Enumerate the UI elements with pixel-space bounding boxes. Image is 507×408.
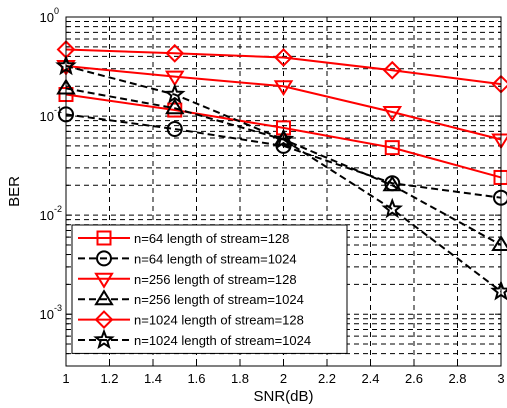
data-point bbox=[274, 48, 293, 67]
x-tick-label: 2 bbox=[280, 371, 287, 386]
y-tick-exponent: -1 bbox=[54, 105, 62, 115]
x-tick-label: 2.4 bbox=[361, 371, 379, 386]
y-tick-label: 10 0 bbox=[40, 6, 59, 25]
x-tick-label: 1 bbox=[62, 371, 69, 386]
y-tick-base: 10 bbox=[40, 10, 54, 25]
y-axis-title: BER bbox=[6, 176, 23, 207]
x-tick-label: 1.4 bbox=[144, 371, 162, 386]
data-point bbox=[272, 128, 295, 149]
legend-marker bbox=[96, 250, 112, 267]
data-point bbox=[382, 175, 403, 192]
data-point bbox=[381, 197, 404, 219]
plot-frame bbox=[65, 16, 502, 367]
series-line bbox=[65, 93, 502, 179]
y-tick-label: 10 -2 bbox=[40, 204, 62, 223]
series-line bbox=[65, 65, 502, 141]
series-line bbox=[65, 87, 502, 246]
data-point bbox=[384, 140, 400, 156]
legend-box bbox=[71, 224, 348, 354]
x-tick-label: 1.6 bbox=[187, 371, 205, 386]
x-tick-label: 2.2 bbox=[318, 371, 336, 386]
legend-entry: n=64 length of stream=128 bbox=[78, 230, 289, 246]
series-line bbox=[65, 48, 502, 86]
legend-marker bbox=[94, 289, 114, 306]
data-point bbox=[164, 98, 185, 115]
x-tick-label: 1.8 bbox=[231, 371, 249, 386]
data-point bbox=[163, 83, 186, 104]
legend-entry: n=1024 length of stream=1024 bbox=[78, 328, 311, 350]
legend-marker bbox=[96, 230, 112, 246]
legend-label: n=1024 length of stream=1024 bbox=[134, 333, 311, 348]
legend-label: n=64 length of stream=1024 bbox=[134, 251, 297, 266]
y-tick-base: 10 bbox=[40, 109, 54, 124]
data-point bbox=[276, 120, 291, 136]
y-tick-label: 10 -1 bbox=[40, 105, 62, 124]
legend-label: n=1024 length of stream=128 bbox=[134, 313, 304, 328]
x-tick-label: 1.2 bbox=[100, 371, 118, 386]
legend: n=64 length of stream=128 n=64 length of … bbox=[71, 224, 348, 354]
data-point bbox=[273, 80, 294, 97]
legend-marker bbox=[94, 272, 114, 289]
data-point bbox=[164, 70, 185, 87]
legend-label: n=64 length of stream=128 bbox=[134, 231, 289, 246]
data-point bbox=[165, 43, 185, 63]
legend-label: n=256 length of stream=128 bbox=[134, 272, 297, 287]
legend-entry: n=256 length of stream=128 bbox=[78, 272, 297, 289]
y-tick-exponent: -2 bbox=[54, 204, 62, 214]
y-tick-label: 10 -3 bbox=[40, 303, 62, 322]
legend-entry: n=64 length of stream=1024 bbox=[78, 250, 297, 267]
data-point bbox=[382, 60, 402, 80]
x-tick-label: 3 bbox=[497, 371, 504, 386]
x-tick-label: 2.8 bbox=[448, 371, 466, 386]
y-tick-base: 10 bbox=[40, 208, 54, 223]
legend-marker bbox=[93, 328, 115, 350]
y-tick-exponent: 0 bbox=[54, 6, 59, 16]
legend-marker bbox=[94, 310, 114, 330]
y-tick-exponent: -3 bbox=[54, 303, 62, 313]
data-point bbox=[382, 105, 403, 122]
legend-entry: n=1024 length of stream=128 bbox=[78, 310, 304, 330]
y-tick-base: 10 bbox=[40, 307, 54, 322]
series-layer bbox=[55, 40, 507, 301]
x-axis-title: SNR(dB) bbox=[253, 388, 313, 405]
data-point bbox=[166, 121, 183, 138]
legend-entry: n=256 length of stream=1024 bbox=[78, 289, 304, 307]
legend-label: n=256 length of stream=1024 bbox=[134, 292, 304, 307]
x-tick-label: 2.6 bbox=[405, 371, 423, 386]
x-tick-labels: 1 1.2 1.4 1.6 1.8 2 2.2 2.4 2.6 2.8 3 bbox=[62, 371, 504, 386]
